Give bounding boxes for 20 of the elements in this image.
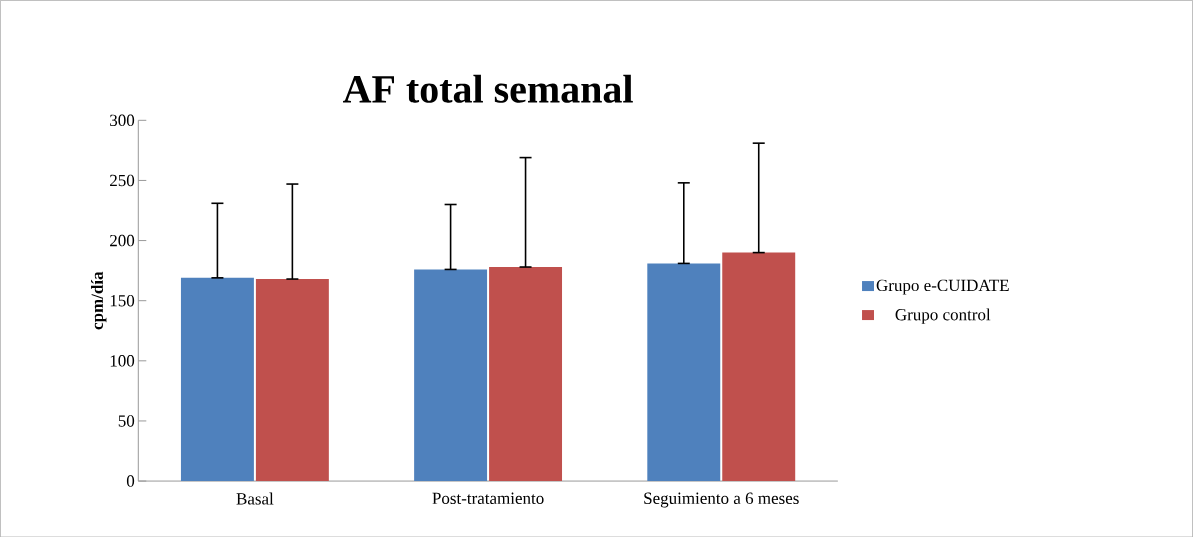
y-axis-title: cpm/día	[91, 271, 107, 330]
y-tick-label: 300	[110, 114, 135, 126]
y-tick-label: 200	[110, 234, 135, 247]
x-tick-label: Basal	[236, 492, 274, 505]
bar	[180, 277, 254, 481]
y-tick-label: 250	[110, 174, 135, 186]
chart-title: AF total semanal	[343, 74, 633, 103]
y-tick-label: 100	[110, 354, 135, 367]
bar	[722, 252, 796, 481]
y-tick-label: 50	[118, 415, 135, 427]
x-tick-label: Post-tratamiento	[432, 492, 544, 504]
x-tick-label: Seguimiento a 6 meses	[644, 492, 799, 508]
bar	[647, 263, 721, 481]
y-tick-label: 150	[110, 294, 135, 307]
bar	[489, 266, 563, 481]
legend-label: Grupo control	[895, 308, 991, 324]
y-tick-label: 0	[126, 475, 135, 487]
bar	[255, 278, 329, 481]
legend-label: Grupo e-CUIDATE	[876, 279, 1009, 295]
bar	[414, 269, 488, 481]
